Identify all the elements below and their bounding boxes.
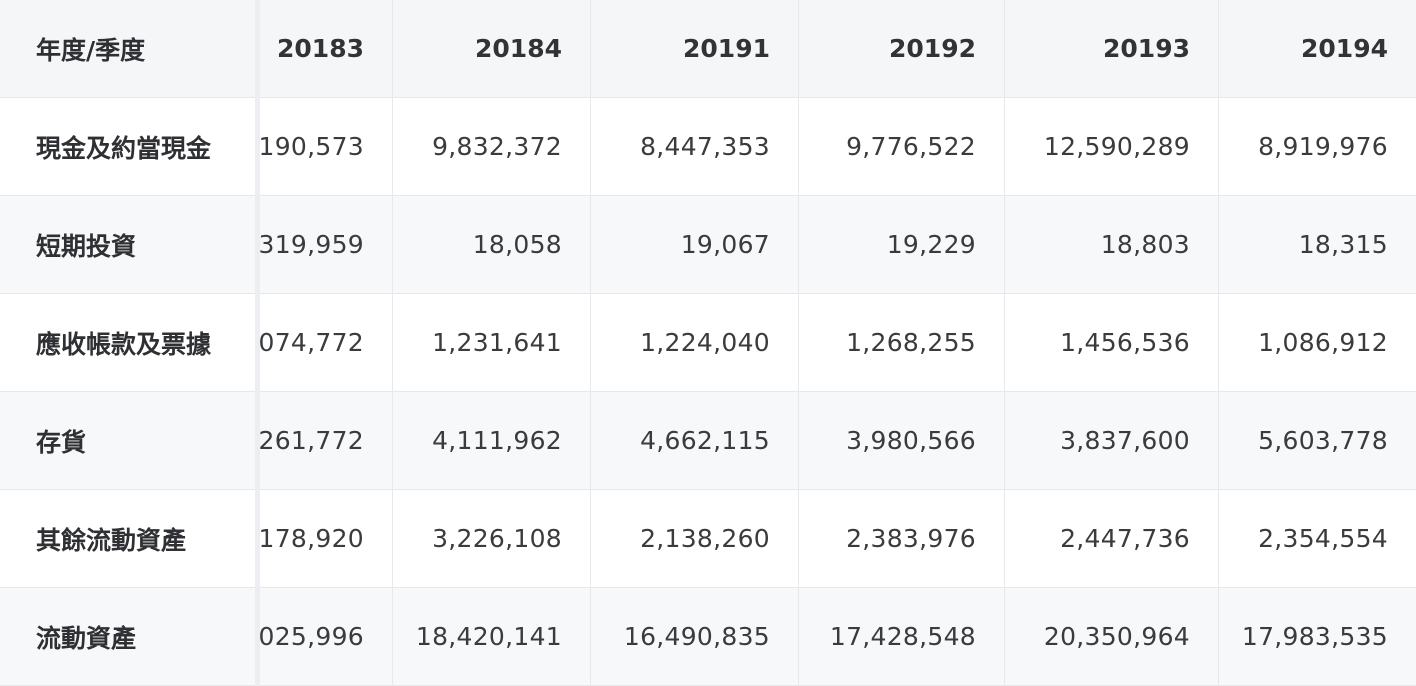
column-header[interactable]: 20193 xyxy=(1005,0,1219,97)
table-cell: 3,837,600 xyxy=(1005,392,1219,489)
table-cell: 16,490,835 xyxy=(591,588,799,685)
column-header[interactable]: 20184 xyxy=(393,0,591,97)
table-cell: 1,224,040 xyxy=(591,294,799,391)
frozen-column-divider xyxy=(255,0,260,686)
frozen-row: 流動資產 xyxy=(0,588,256,686)
table-cell: 8,919,976 xyxy=(1258,132,1388,161)
table-cell: 2,447,736 xyxy=(1005,490,1219,587)
table-cell: 1,231,641 xyxy=(393,294,591,391)
table-cell: 074,772 xyxy=(256,294,393,391)
row-label: 流動資產 xyxy=(36,623,137,653)
column-header[interactable]: 20194 xyxy=(1301,34,1388,63)
table-cell: 2,383,976 xyxy=(799,490,1005,587)
table-cell: 190,573 xyxy=(256,98,393,195)
table-cell: 319,959 xyxy=(256,196,393,293)
frozen-row: 其餘流動資產 xyxy=(0,490,256,588)
column-header[interactable]: 20192 xyxy=(799,0,1005,97)
table-cell: 2,138,260 xyxy=(591,490,799,587)
row-label: 短期投資 xyxy=(36,231,137,261)
frozen-row: 應收帳款及票據 xyxy=(0,294,256,392)
table-cell: 5,603,778 xyxy=(1258,426,1388,455)
row-label: 存貨 xyxy=(36,427,87,457)
table-cell: 3,980,566 xyxy=(799,392,1005,489)
table-cell: 178,920 xyxy=(256,490,393,587)
table-cell: 19,067 xyxy=(591,196,799,293)
table-cell: 8,447,353 xyxy=(591,98,799,195)
table-cell: 9,832,372 xyxy=(393,98,591,195)
table-cell: 3,226,108 xyxy=(393,490,591,587)
table-cell: 9,776,522 xyxy=(799,98,1005,195)
frozen-row: 短期投資 xyxy=(0,196,256,294)
frozen-row: 存貨 xyxy=(0,392,256,490)
table-cell: 1,268,255 xyxy=(799,294,1005,391)
table-cell: 2,354,554 xyxy=(1258,524,1388,553)
table-cell: 17,983,535 xyxy=(1241,622,1388,651)
table-cell: 18,058 xyxy=(393,196,591,293)
table-cell: 12,590,289 xyxy=(1005,98,1219,195)
corner-header: 年度/季度 xyxy=(36,35,146,65)
table-cell: 4,662,115 xyxy=(591,392,799,489)
table-cell: 20,350,964 xyxy=(1005,588,1219,685)
row-label: 應收帳款及票據 xyxy=(36,329,212,359)
table-cell: 025,996 xyxy=(256,588,393,685)
column-header[interactable]: 20191 xyxy=(591,0,799,97)
table-cell: 4,111,962 xyxy=(393,392,591,489)
column-header[interactable]: 20183 xyxy=(256,0,393,97)
table-cell: 18,420,141 xyxy=(393,588,591,685)
frozen-label-column: 年度/季度 現金及約當現金 短期投資 應收帳款及票據 存貨 其餘流動資產 流動資… xyxy=(0,0,256,686)
table-cell: 19,229 xyxy=(799,196,1005,293)
table-cell: 1,456,536 xyxy=(1005,294,1219,391)
table-cell: 18,803 xyxy=(1005,196,1219,293)
table-cell: 261,772 xyxy=(256,392,393,489)
table-cell: 18,315 xyxy=(1298,230,1388,259)
frozen-header-row: 年度/季度 xyxy=(0,0,256,98)
frozen-row: 現金及約當現金 xyxy=(0,98,256,196)
row-label: 其餘流動資產 xyxy=(36,525,187,555)
table-cell: 1,086,912 xyxy=(1258,328,1388,357)
table-cell: 17,428,548 xyxy=(799,588,1005,685)
row-label: 現金及約當現金 xyxy=(36,133,212,163)
